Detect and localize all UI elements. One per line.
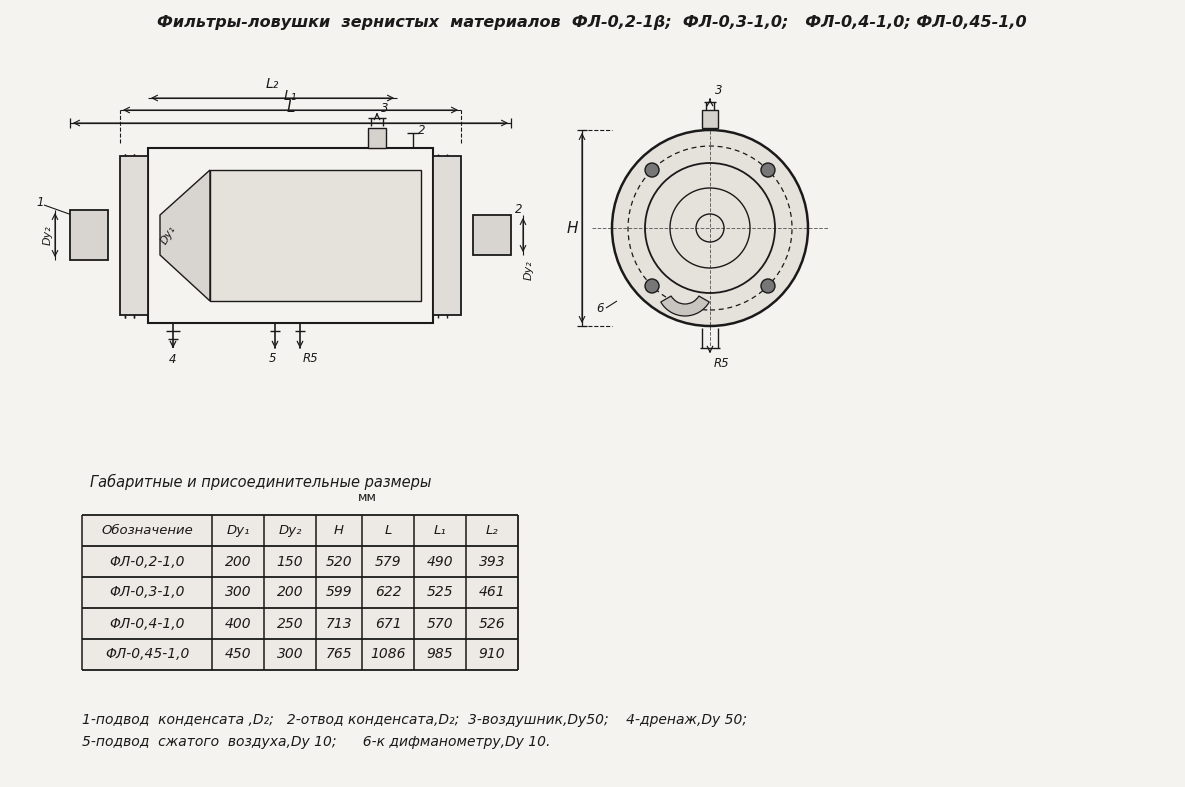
Bar: [82, 515, 518, 670]
Text: Dy₂: Dy₂: [43, 225, 53, 245]
Text: Габаритные и присоединительные размеры: Габаритные и присоединительные размеры: [90, 474, 431, 490]
Text: L₂: L₂: [265, 77, 280, 91]
Text: Dy₁: Dy₁: [159, 224, 178, 246]
Text: 599: 599: [326, 586, 352, 600]
Text: Обозначение: Обозначение: [101, 524, 193, 537]
Text: 461: 461: [479, 586, 505, 600]
Text: ΦЛ-0,3-1,0: ΦЛ-0,3-1,0: [109, 586, 185, 600]
Text: 300: 300: [276, 648, 303, 662]
Bar: [70, 210, 108, 260]
Text: 250: 250: [276, 616, 303, 630]
Text: 400: 400: [225, 616, 251, 630]
Text: 622: 622: [374, 586, 402, 600]
Circle shape: [645, 163, 659, 177]
Text: 3: 3: [382, 102, 389, 114]
Text: 490: 490: [427, 555, 454, 568]
Text: 6: 6: [596, 301, 604, 315]
Text: 3: 3: [715, 83, 723, 97]
Text: L₁: L₁: [434, 524, 447, 537]
Text: 765: 765: [326, 648, 352, 662]
Text: 450: 450: [225, 648, 251, 662]
Text: 525: 525: [427, 586, 454, 600]
Text: 200: 200: [276, 586, 303, 600]
Text: Dy₁: Dy₁: [226, 524, 250, 537]
Text: 4: 4: [169, 353, 177, 365]
Text: 2: 2: [418, 124, 425, 136]
Text: 579: 579: [374, 555, 402, 568]
Text: H: H: [334, 524, 344, 537]
Bar: [120, 156, 148, 315]
Bar: [210, 170, 421, 301]
Text: 671: 671: [374, 616, 402, 630]
Circle shape: [611, 130, 808, 326]
Polygon shape: [160, 170, 210, 301]
Text: H: H: [566, 220, 578, 235]
Text: L₁: L₁: [284, 89, 297, 103]
Text: 5: 5: [269, 352, 277, 364]
Text: 570: 570: [427, 616, 454, 630]
Text: Dy₂: Dy₂: [524, 260, 534, 280]
Bar: [473, 215, 511, 255]
Circle shape: [761, 279, 775, 293]
Text: 300: 300: [225, 586, 251, 600]
Text: Фильтры-ловушки  зернистых  материалов  ФЛ-0,2-1β;  ФЛ-0,3-1,0;   ФЛ-0,4-1,0; ФЛ: Фильтры-ловушки зернистых материалов ФЛ-…: [158, 15, 1027, 30]
Circle shape: [761, 163, 775, 177]
Circle shape: [645, 279, 659, 293]
Bar: [148, 148, 433, 323]
Text: 713: 713: [326, 616, 352, 630]
Wedge shape: [661, 296, 710, 316]
Bar: [702, 110, 718, 128]
Text: 526: 526: [479, 616, 505, 630]
Text: L: L: [384, 524, 392, 537]
Text: 1086: 1086: [370, 648, 405, 662]
Text: L₂: L₂: [486, 524, 499, 537]
Text: ΦЛ-0,2-1,0: ΦЛ-0,2-1,0: [109, 555, 185, 568]
Bar: [433, 156, 461, 315]
Text: ΦЛ-0,45-1,0: ΦЛ-0,45-1,0: [104, 648, 190, 662]
Text: L: L: [287, 100, 295, 115]
Text: ΦЛ-0,4-1,0: ΦЛ-0,4-1,0: [109, 616, 185, 630]
Text: 200: 200: [225, 555, 251, 568]
Text: 910: 910: [479, 648, 505, 662]
Text: Dy₂: Dy₂: [278, 524, 302, 537]
Text: 2: 2: [515, 202, 523, 216]
Bar: [369, 128, 386, 148]
Text: R5: R5: [303, 352, 319, 364]
Text: мм: мм: [358, 491, 377, 504]
Text: 985: 985: [427, 648, 454, 662]
Text: 5-подвод  сжатого  воздуха,Dy 10;      6-к дифманометру,Dy 10.: 5-подвод сжатого воздуха,Dy 10; 6-к дифм…: [82, 735, 550, 749]
Text: R5: R5: [715, 357, 730, 370]
Text: 393: 393: [479, 555, 505, 568]
Text: 150: 150: [276, 555, 303, 568]
Text: 520: 520: [326, 555, 352, 568]
Text: 1: 1: [37, 195, 44, 209]
Text: 1-подвод  конденсата ,D₂;   2-отвод конденсата,D₂;  3-воздушник,Dy50;    4-дрена: 1-подвод конденсата ,D₂; 2-отвод конденс…: [82, 713, 747, 727]
